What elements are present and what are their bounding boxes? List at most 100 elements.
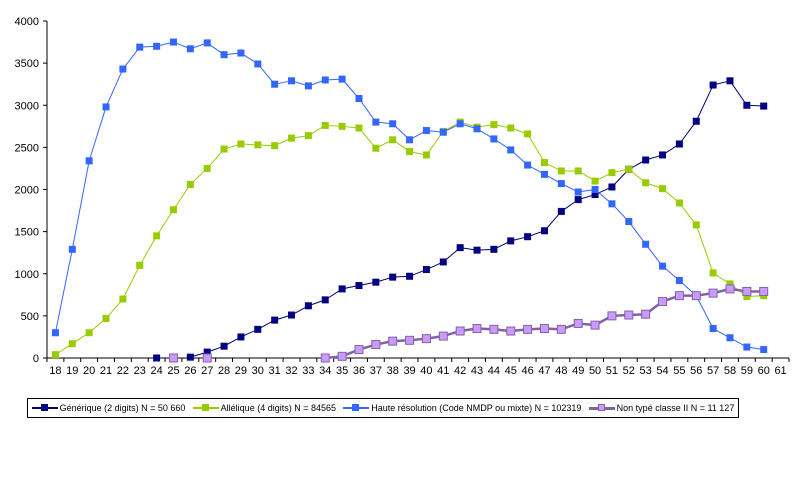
data-point: [507, 237, 515, 245]
data-point: [405, 335, 415, 345]
data-point: [254, 60, 262, 68]
data-point: [321, 76, 329, 84]
data-point: [169, 206, 177, 214]
data-point: [523, 324, 533, 334]
x-tick-label: 54: [656, 365, 668, 377]
data-point: [51, 329, 59, 337]
x-tick-label: 55: [673, 365, 685, 377]
data-point: [338, 75, 346, 83]
data-point: [203, 348, 211, 356]
data-point: [556, 324, 566, 334]
data-point: [642, 156, 650, 164]
data-point: [220, 145, 228, 153]
series-segment: [88, 106, 107, 162]
data-point: [237, 333, 245, 341]
data-point: [692, 221, 700, 229]
data-point: [507, 146, 515, 154]
data-point: [439, 258, 447, 266]
data-point: [237, 49, 245, 57]
data-point: [304, 132, 312, 140]
legend-swatch: [31, 404, 58, 412]
data-point: [743, 343, 751, 351]
x-tick-label: 51: [606, 365, 618, 377]
data-point: [507, 124, 515, 132]
data-point: [608, 183, 616, 191]
data-point: [524, 130, 532, 138]
data-point: [421, 334, 431, 344]
data-point: [692, 117, 700, 125]
x-tick-label: 19: [66, 365, 78, 377]
data-point: [388, 336, 398, 346]
y-tick-label: 2000: [15, 185, 39, 197]
data-point: [271, 316, 279, 324]
legend-item-allelique: Allélique (4 digits) N = 84565: [192, 403, 336, 413]
data-point: [524, 161, 532, 169]
data-point: [422, 151, 430, 159]
series-segment: [527, 133, 545, 163]
legend-item-haute-resolution: Haute résolution (Code NMDP ou mixte) N …: [343, 403, 581, 413]
y-tick-label: 3500: [15, 58, 39, 70]
data-point: [742, 286, 752, 296]
data-point: [254, 141, 262, 149]
series-segment: [678, 120, 697, 145]
data-point: [372, 278, 380, 286]
data-point: [608, 169, 616, 177]
data-point: [354, 345, 364, 355]
legend-item-non-type: Non typé classe II N = 11 127: [588, 403, 734, 413]
data-point: [389, 136, 397, 144]
series-segment: [122, 265, 141, 300]
series-segment: [105, 68, 124, 108]
data-point: [220, 342, 228, 350]
x-tick-label: 30: [252, 365, 264, 377]
data-point: [389, 120, 397, 128]
x-tick-label: 26: [184, 365, 196, 377]
data-point: [337, 351, 347, 361]
data-point: [456, 120, 464, 128]
data-point: [674, 291, 684, 301]
data-point: [456, 244, 464, 252]
data-point: [438, 331, 448, 341]
x-tick-label: 37: [370, 365, 382, 377]
data-point: [524, 233, 532, 241]
data-point: [759, 286, 769, 296]
y-tick-label: 1000: [15, 269, 39, 281]
data-point: [68, 340, 76, 348]
x-tick-label: 38: [387, 365, 399, 377]
data-point: [641, 309, 651, 319]
data-point: [372, 118, 380, 126]
x-tick-label: 46: [521, 365, 533, 377]
data-point: [389, 273, 397, 281]
data-point: [288, 77, 296, 85]
data-point: [271, 142, 279, 150]
legend-label: Allélique (4 digits) N = 84565: [220, 403, 336, 413]
data-point: [254, 325, 262, 333]
data-point: [726, 280, 734, 288]
data-point: [338, 122, 346, 130]
x-tick-label: 45: [505, 365, 517, 377]
data-point: [642, 179, 650, 187]
data-point: [186, 180, 194, 188]
y-tick-label: 2500: [15, 142, 39, 154]
data-point: [371, 340, 381, 350]
data-point: [607, 311, 617, 321]
x-tick-label: 20: [83, 365, 95, 377]
data-point: [574, 196, 582, 204]
data-point: [490, 121, 498, 129]
data-point: [355, 95, 363, 103]
data-point: [573, 318, 583, 328]
data-point: [68, 245, 76, 253]
series-segment: [695, 295, 714, 329]
data-point: [659, 262, 667, 270]
data-point: [321, 121, 329, 129]
x-tick-label: 52: [623, 365, 635, 377]
data-point: [709, 81, 717, 89]
x-tick-label: 29: [235, 365, 247, 377]
x-tick-label: 25: [167, 365, 179, 377]
x-tick-label: 50: [589, 365, 601, 377]
data-point: [186, 45, 194, 53]
series-segment: [358, 98, 377, 123]
x-tick-label: 43: [471, 365, 483, 377]
data-point: [85, 329, 93, 337]
x-tick-label: 57: [707, 365, 719, 377]
data-point: [709, 269, 717, 277]
